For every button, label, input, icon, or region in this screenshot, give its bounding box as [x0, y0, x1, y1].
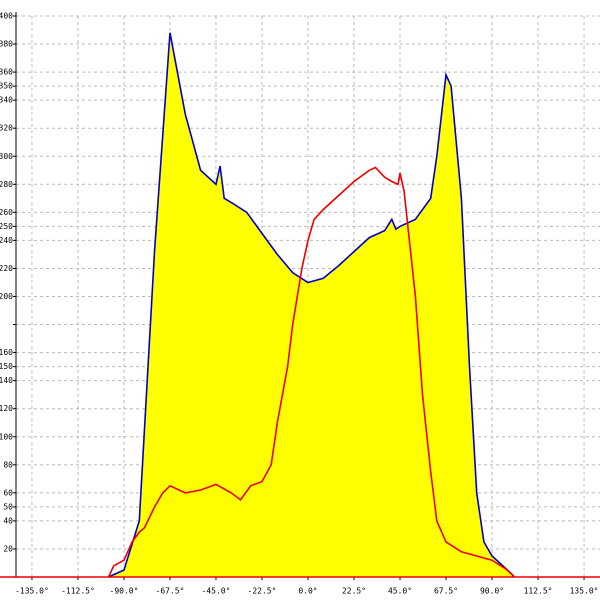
x-tick-label: 67.5° — [434, 587, 458, 596]
x-tick-label: 135.0° — [570, 587, 599, 596]
x-tick-label: -22.5° — [248, 587, 277, 596]
y-tick-label: 220 — [0, 264, 13, 273]
y-tick-label: 260 — [0, 208, 13, 217]
y-tick-label: 240 — [0, 236, 13, 245]
y-tick-label: 340 — [0, 96, 13, 105]
area-line — [108, 32, 516, 578]
y-tick-label: 20 — [3, 544, 13, 553]
y-tick-label: 50 — [3, 502, 13, 511]
y-tick-label: 80 — [3, 460, 13, 469]
y-tick-label: 400 — [0, 12, 13, 21]
x-tick-label: -135.0° — [15, 587, 49, 596]
y-tick-label: 60 — [3, 488, 13, 497]
x-tick-label: 112.5° — [524, 587, 553, 596]
x-tick-label: -45.0° — [202, 587, 231, 596]
y-tick-label: 360 — [0, 68, 13, 77]
y-tick-label: 250 — [0, 222, 13, 231]
x-tick-label: -112.5° — [61, 587, 95, 596]
x-tick-label: 22.5° — [342, 587, 366, 596]
y-tick-label: 380 — [0, 40, 13, 49]
y-tick-label: 40 — [3, 516, 13, 525]
y-tick-label: 300 — [0, 152, 13, 161]
y-tick-label: 100 — [0, 432, 13, 441]
x-tick-label: 0.0° — [298, 587, 317, 596]
y-tick-label: 150 — [0, 362, 13, 371]
y-tick-label: 160 — [0, 348, 13, 357]
y-tick-label: 280 — [0, 180, 13, 189]
x-tick-label: 90.0° — [480, 587, 504, 596]
line — [107, 166, 516, 578]
x-tick-label: -90.0° — [110, 587, 139, 596]
y-tick-label: 320 — [0, 124, 13, 133]
x-tick-label: 45.0° — [388, 587, 412, 596]
y-tick-label: 140 — [0, 376, 13, 385]
y-tick-label: 200 — [0, 292, 13, 301]
x-tick-label: -67.5° — [156, 587, 185, 596]
y-tick-label: 350 — [0, 82, 13, 91]
y-tick-label: 120 — [0, 404, 13, 413]
